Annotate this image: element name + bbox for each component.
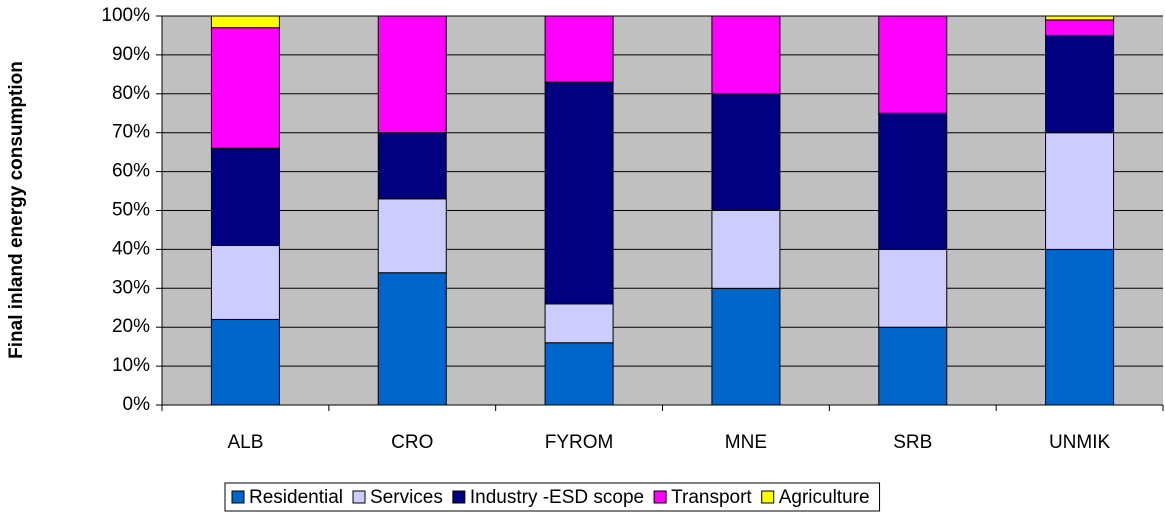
bar-segment — [544, 81, 614, 305]
y-tick-label: 30% — [112, 277, 150, 298]
legend-label: Industry -ESD scope — [470, 487, 644, 508]
legend-label: Transport — [671, 487, 752, 508]
x-tick-label: SRB — [893, 432, 932, 453]
y-tick-label: 90% — [112, 44, 150, 65]
y-tick-label: 20% — [112, 316, 150, 337]
bar-segment — [1045, 19, 1115, 36]
bar-segment — [711, 15, 781, 95]
bar-segment — [711, 210, 781, 289]
bar-segment — [210, 15, 280, 29]
y-tick-label: 0% — [123, 394, 151, 415]
x-tick-label: CRO — [391, 432, 433, 453]
bar-segment — [377, 15, 447, 134]
y-tick-label: 40% — [112, 238, 150, 259]
x-tick-label: ALB — [227, 432, 263, 453]
bar-segment — [210, 27, 280, 149]
legend-swatch — [352, 490, 366, 504]
legend-swatch — [761, 490, 775, 504]
legend-label: Residential — [249, 487, 343, 508]
bar-segment — [1045, 34, 1115, 134]
bar-segment — [544, 342, 614, 406]
bar-segment — [377, 132, 447, 200]
bar-segment — [210, 245, 280, 320]
legend-label: Services — [370, 487, 443, 508]
x-tick-label: FYROM — [545, 432, 614, 453]
bar-segment — [711, 93, 781, 211]
bar-segment — [878, 326, 948, 406]
bar-segment — [711, 287, 781, 406]
legend-label: Agriculture — [779, 487, 870, 508]
bar-segment — [377, 272, 447, 406]
y-tick-label: 50% — [112, 200, 150, 221]
bar-segment — [210, 147, 280, 247]
bar-segment — [210, 318, 280, 406]
bar-segment — [878, 112, 948, 250]
bar-segment — [1045, 132, 1115, 250]
bar-segment — [1045, 248, 1115, 406]
bar-segment — [377, 198, 447, 274]
y-tick-label: 60% — [112, 161, 150, 182]
x-tick-label: MNE — [725, 432, 767, 453]
legend-swatch — [452, 490, 466, 504]
y-tick-label: 70% — [112, 122, 150, 143]
legend-swatch — [231, 490, 245, 504]
bar-segment — [878, 15, 948, 114]
y-tick-label: 10% — [112, 355, 150, 376]
bar-segment — [544, 15, 614, 83]
y-axis-label: Final inland energy consumption — [6, 61, 27, 359]
bar-segment — [544, 303, 614, 344]
legend-swatch — [653, 490, 667, 504]
x-tick-label: UNMIK — [1049, 432, 1111, 453]
bar-segment — [878, 248, 948, 328]
y-tick-label: 80% — [112, 83, 150, 104]
bar-segment — [1045, 15, 1115, 21]
y-tick-label: 100% — [101, 5, 150, 26]
